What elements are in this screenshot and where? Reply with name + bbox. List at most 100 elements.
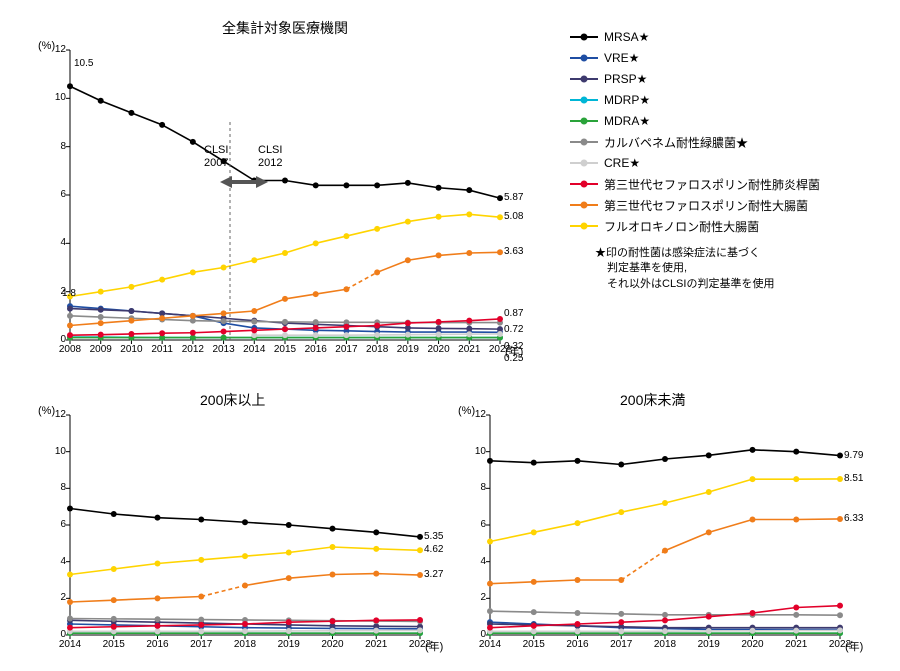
main-chart-plot	[70, 50, 502, 342]
chart-container: MRSA★ VRE★ PRSP★ MDRP★ MDRA★ カルバペネム耐性緑膿菌★ CRE★…	[10, 10, 890, 661]
legend-label: VRE★	[604, 51, 639, 65]
legend-marker	[570, 31, 598, 43]
x-tick-label: 2008	[56, 344, 84, 355]
x-tick-label: 2014	[240, 344, 268, 355]
legend-label: MDRP★	[604, 93, 650, 107]
y-tick-label: 2	[48, 592, 66, 603]
legend-note-line2: 判定基準を使用,	[595, 261, 774, 276]
main-chart-title: 全集計対象医療機関	[70, 18, 500, 38]
y-tick-label: 6	[48, 189, 66, 200]
left-value-label: 1.8	[62, 288, 76, 299]
legend-label: MRSA★	[604, 30, 649, 44]
legend-marker	[570, 199, 598, 211]
end-value-label: 5.35	[424, 531, 443, 542]
x-tick-label: 2013	[210, 344, 238, 355]
left-chart-plot	[70, 415, 422, 637]
legend-label: PRSP★	[604, 72, 647, 86]
legend-note: ★印の耐性菌は感染症法に基づく 判定基準を使用, それ以外はCLSIの判定基準を…	[595, 246, 774, 292]
x-tick-label: 2018	[651, 639, 679, 650]
x-tick-label: 2014	[476, 639, 504, 650]
y-tick-label: 12	[48, 409, 66, 420]
start-value-label: 10.5	[74, 58, 93, 69]
x-tick-label: 2021	[455, 344, 483, 355]
legend-item: フルオロキノロン耐性大腸菌	[570, 217, 820, 235]
end-value-label: 9.79	[844, 450, 863, 461]
legend-label: 第三世代セファロスポリン耐性肺炎桿菌	[604, 176, 820, 193]
legend-marker	[570, 157, 598, 169]
x-tick-label: 2019	[695, 639, 723, 650]
legend-marker	[570, 73, 598, 85]
x-tick-label: 2022	[826, 639, 854, 650]
y-tick-label: 12	[48, 44, 66, 55]
end-value-label: 3.63	[504, 246, 523, 257]
y-tick-label: 2	[468, 592, 486, 603]
legend-marker	[570, 115, 598, 127]
end-value-label: 8.51	[844, 473, 863, 484]
x-tick-label: 2019	[394, 344, 422, 355]
end-value-label: 3.27	[424, 569, 443, 580]
x-tick-label: 2018	[363, 344, 391, 355]
x-tick-label: 2015	[520, 639, 548, 650]
x-tick-label: 2018	[231, 639, 259, 650]
end-value-label: 5.87	[504, 192, 523, 203]
y-tick-label: 8	[468, 482, 486, 493]
legend: MRSA★ VRE★ PRSP★ MDRP★ MDRA★ カルバペネム耐性緑膿菌★ CRE★…	[570, 28, 820, 238]
legend-item: 第三世代セファロスポリン耐性大腸菌	[570, 196, 820, 214]
right-chart-plot	[490, 415, 842, 637]
y-tick-label: 4	[48, 237, 66, 248]
legend-item: 第三世代セファロスポリン耐性肺炎桿菌	[570, 175, 820, 193]
y-tick-label: 6	[48, 519, 66, 530]
x-tick-label: 2019	[275, 639, 303, 650]
x-tick-label: 2014	[56, 639, 84, 650]
x-tick-label: 2020	[425, 344, 453, 355]
x-tick-label: 2016	[302, 344, 330, 355]
end-value-label: 0.87	[504, 308, 523, 319]
right-chart-title: 200床未満	[620, 390, 685, 410]
y-tick-label: 6	[468, 519, 486, 530]
x-tick-label: 2010	[117, 344, 145, 355]
legend-item: CRE★	[570, 154, 820, 172]
legend-label: CRE★	[604, 156, 640, 170]
legend-label: 第三世代セファロスポリン耐性大腸菌	[604, 197, 808, 214]
legend-marker	[570, 178, 598, 190]
x-tick-label: 2009	[87, 344, 115, 355]
x-tick-label: 2017	[332, 344, 360, 355]
y-tick-label: 10	[468, 446, 486, 457]
x-tick-label: 2016	[144, 639, 172, 650]
legend-marker	[570, 220, 598, 232]
end-value-label: 0.72	[504, 324, 523, 335]
y-tick-label: 8	[48, 141, 66, 152]
left-chart-title: 200床以上	[200, 390, 265, 410]
legend-marker	[570, 52, 598, 64]
end-value-label: 4.62	[424, 544, 443, 555]
x-tick-label: 2020	[319, 639, 347, 650]
legend-marker	[570, 94, 598, 106]
x-tick-label: 2017	[187, 639, 215, 650]
legend-item: MRSA★	[570, 28, 820, 46]
legend-label: MDRA★	[604, 114, 650, 128]
x-tick-label: 2017	[607, 639, 635, 650]
x-tick-label: 2021	[362, 639, 390, 650]
y-tick-label: 10	[48, 92, 66, 103]
x-tick-label: 2022	[406, 639, 434, 650]
x-tick-label: 2015	[271, 344, 299, 355]
y-tick-label: 4	[48, 556, 66, 567]
legend-item: PRSP★	[570, 70, 820, 88]
end-value-label: 6.33	[844, 513, 863, 524]
x-tick-label: 2015	[100, 639, 128, 650]
end-value-label: 0.25	[504, 353, 523, 364]
x-tick-label: 2016	[564, 639, 592, 650]
y-tick-label: 8	[48, 482, 66, 493]
clsi-2012-label: CLSI2012	[258, 144, 282, 169]
x-tick-label: 2020	[739, 639, 767, 650]
x-tick-label: 2011	[148, 344, 176, 355]
x-tick-label: 2021	[782, 639, 810, 650]
legend-item: カルバペネム耐性緑膿菌★	[570, 133, 820, 151]
legend-label: フルオロキノロン耐性大腸菌	[604, 218, 759, 235]
y-tick-label: 4	[468, 556, 486, 567]
x-tick-label: 2012	[179, 344, 207, 355]
legend-marker	[570, 136, 598, 148]
end-value-label: 5.08	[504, 211, 523, 222]
end-value-label: 0.32	[504, 341, 523, 352]
legend-note-line3: それ以外はCLSIの判定基準を使用	[595, 277, 774, 292]
